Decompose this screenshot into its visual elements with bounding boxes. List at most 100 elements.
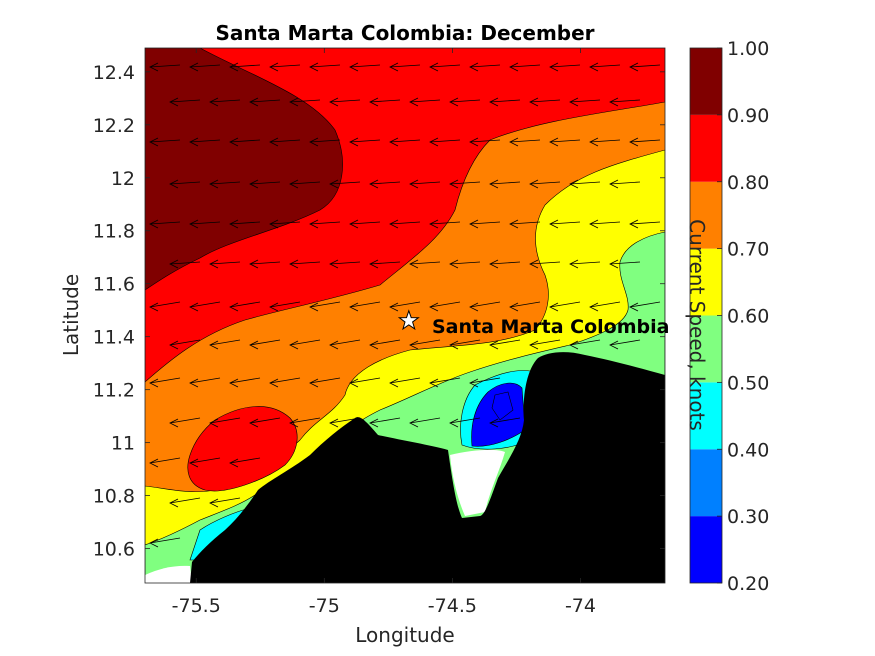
- current-vector: [409, 261, 441, 265]
- current-vector: [489, 339, 521, 346]
- current-vector: [149, 377, 181, 384]
- current-vector: [149, 457, 181, 464]
- current-vector: [189, 139, 221, 143]
- colorbar-segment: [690, 181, 722, 249]
- current-vector: [549, 221, 581, 225]
- x-tick-label: -74: [565, 595, 596, 617]
- x-tick-label: -75: [309, 595, 340, 617]
- current-vector: [429, 301, 461, 308]
- current-vector-head: [469, 302, 479, 312]
- current-vector-head: [209, 498, 219, 508]
- current-vector-head: [369, 259, 379, 269]
- current-vector-head: [269, 62, 279, 72]
- current-vector-head: [369, 97, 379, 107]
- current-vector: [189, 377, 221, 384]
- current-vector-head: [449, 259, 459, 269]
- current-vector: [409, 181, 441, 185]
- current-vector-head: [269, 302, 279, 312]
- current-vector: [529, 261, 561, 265]
- contour-field: [145, 48, 665, 583]
- x-tick-label: -75.5: [172, 595, 221, 617]
- current-vector-head: [389, 62, 399, 72]
- current-vector-head: [489, 97, 499, 107]
- plot-area: Santa Marta Colombia: [144, 47, 669, 584]
- current-vector: [249, 417, 281, 424]
- current-vector: [369, 339, 401, 346]
- current-vector: [289, 99, 321, 103]
- current-vector-head: [469, 219, 479, 229]
- current-vector: [329, 261, 361, 265]
- current-vector: [509, 64, 541, 68]
- current-vector: [189, 301, 221, 308]
- current-vector-head: [369, 179, 379, 189]
- current-vector-head: [169, 97, 179, 107]
- current-vector-head: [169, 179, 179, 189]
- current-vector: [429, 221, 461, 225]
- current-vector: [369, 261, 401, 265]
- current-vector-head: [329, 259, 339, 269]
- current-vector-head: [309, 137, 319, 147]
- current-vector: [469, 139, 501, 143]
- current-vector-head: [569, 259, 579, 269]
- current-vector: [429, 377, 461, 384]
- current-vector-head: [489, 179, 499, 189]
- current-vector: [249, 339, 281, 346]
- current-vector: [189, 457, 221, 464]
- current-vector: [469, 221, 501, 225]
- current-vector: [569, 339, 601, 346]
- current-vector: [589, 301, 621, 308]
- contour-band-0.80-0.90-southwest: [187, 406, 298, 492]
- current-vector: [189, 64, 221, 68]
- current-vector-head: [449, 418, 459, 428]
- current-vector: [449, 339, 481, 346]
- current-vector-head: [149, 62, 159, 72]
- current-vector-head: [409, 179, 419, 189]
- colorbar-segment: [690, 449, 722, 517]
- current-vector-head: [289, 97, 299, 107]
- current-vector: [309, 377, 341, 384]
- current-vector-head: [289, 340, 299, 350]
- current-vector: [509, 301, 541, 308]
- current-vector-head: [209, 340, 219, 350]
- current-vector: [569, 181, 601, 185]
- current-vector: [489, 99, 521, 103]
- current-vector: [509, 221, 541, 225]
- current-vector-head: [509, 219, 519, 229]
- current-vector: [349, 139, 381, 143]
- current-vector-head: [489, 259, 499, 269]
- current-vector: [429, 139, 461, 143]
- current-vector-head: [629, 302, 639, 312]
- colorbar-segment: [690, 516, 722, 583]
- current-vector: [149, 537, 181, 544]
- current-vector-head: [149, 302, 159, 312]
- current-vector: [209, 417, 241, 424]
- y-axis-label: Latitude: [59, 274, 83, 356]
- current-vector-head: [609, 340, 619, 350]
- current-vector-head: [569, 340, 579, 350]
- current-vector: [349, 301, 381, 308]
- y-tick-label: 10.6: [93, 539, 135, 561]
- current-vector: [469, 377, 501, 384]
- current-vector: [209, 339, 241, 346]
- current-vector-head: [209, 418, 219, 428]
- current-vector-head: [149, 458, 159, 468]
- current-vector: [489, 181, 521, 185]
- current-vector-head: [409, 259, 419, 269]
- current-vector-head: [529, 97, 539, 107]
- current-vector: [149, 301, 181, 308]
- current-vector-head: [229, 378, 239, 388]
- current-vector-head: [269, 137, 279, 147]
- current-vector: [189, 221, 221, 225]
- current-vector-head: [189, 62, 199, 72]
- current-vector: [269, 377, 301, 384]
- current-vector-head: [409, 418, 419, 428]
- colorbar-tick-label: 0.60: [727, 306, 769, 328]
- current-vector-head: [229, 302, 239, 312]
- current-vector-head: [249, 418, 259, 428]
- colorbar-tick-label: 0.50: [727, 372, 769, 394]
- current-vector: [449, 181, 481, 185]
- current-vector: [589, 64, 621, 68]
- current-vector-head: [189, 302, 199, 312]
- current-vector: [289, 181, 321, 185]
- current-vector: [609, 261, 641, 265]
